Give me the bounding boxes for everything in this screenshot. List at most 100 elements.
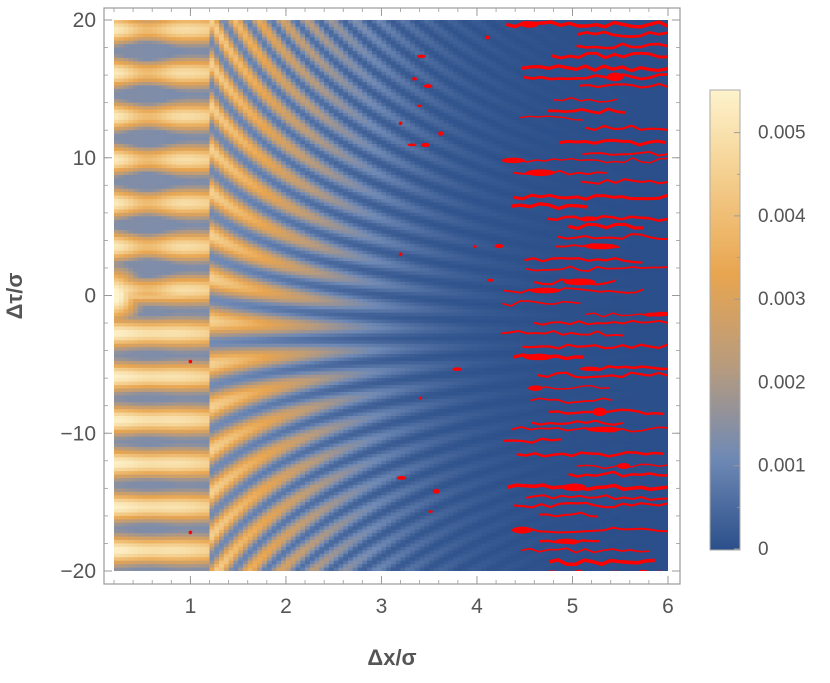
heatmap-cell (186, 147, 191, 151)
heatmap-cell (229, 178, 234, 182)
heatmap-cell (133, 196, 138, 200)
heatmap-cell (114, 92, 119, 96)
heatmap-cell (200, 34, 205, 38)
heatmap-cell (181, 423, 186, 427)
heatmap-cell (224, 192, 229, 196)
heatmap-cell (219, 375, 224, 379)
heatmap-cell (138, 433, 143, 437)
heatmap-cell (143, 402, 148, 406)
heatmap-cell (238, 68, 243, 72)
heatmap-cell (147, 430, 152, 434)
heatmap-cell (152, 296, 157, 300)
heatmap-cell (162, 426, 167, 430)
heatmap-cell (243, 326, 248, 330)
heatmap-cell (167, 178, 172, 182)
heatmap-cell (176, 275, 181, 279)
heatmap-cell (195, 254, 200, 258)
heatmap-cell (214, 89, 219, 93)
heatmap-cell (167, 254, 172, 258)
heatmap-cell (224, 275, 229, 279)
heatmap-cell (195, 399, 200, 403)
heatmap-cell (248, 495, 253, 499)
heatmap-cell (176, 103, 181, 107)
heatmap-cell (195, 278, 200, 282)
heatmap-cell (233, 289, 238, 293)
heatmap-cell (152, 213, 157, 217)
heatmap-cell (124, 123, 129, 127)
heatmap-cell (238, 461, 243, 465)
heatmap-cell (133, 223, 138, 227)
heatmap-cell (171, 72, 176, 76)
heatmap-cell (214, 561, 219, 565)
heatmap-cell (138, 141, 143, 145)
heatmap-cell (171, 237, 176, 241)
heatmap-cell (248, 426, 253, 430)
heatmap-cell (200, 189, 205, 193)
heatmap-cell (229, 426, 234, 430)
heatmap-cell (124, 382, 129, 386)
heatmap-cell (214, 375, 219, 379)
heatmap-cell (157, 413, 162, 417)
heatmap-cell (152, 285, 157, 289)
heatmap-cell (219, 316, 224, 320)
heatmap-cell (248, 154, 253, 158)
heatmap-cell (243, 368, 248, 372)
heatmap-cell (138, 154, 143, 158)
heatmap-cell (190, 444, 195, 448)
heatmap-cell (138, 413, 143, 417)
heatmap-cell (162, 533, 167, 537)
heatmap-cell (214, 444, 219, 448)
heatmap-cell (243, 75, 248, 79)
heatmap-cell (253, 499, 258, 503)
heatmap-cell (138, 72, 143, 76)
heatmap-cell (253, 454, 258, 458)
heatmap-cell (219, 437, 224, 441)
heatmap-cell (195, 196, 200, 200)
heatmap-cell (238, 116, 243, 120)
heatmap-cell (128, 75, 133, 79)
heatmap-cell (133, 495, 138, 499)
heatmap-cell (238, 333, 243, 337)
heatmap-cell (114, 172, 119, 176)
heatmap-cell (119, 292, 124, 296)
heatmap-cell (257, 378, 262, 382)
heatmap-cell (162, 292, 167, 296)
heatmap-cell (176, 333, 181, 337)
heatmap-cell (219, 406, 224, 410)
heatmap-cell (238, 158, 243, 162)
heatmap-cell (257, 230, 262, 234)
heatmap-cell (171, 512, 176, 516)
heatmap-cell (233, 564, 238, 568)
heatmap-cell (257, 547, 262, 551)
heatmap-cell (152, 147, 157, 151)
heatmap-cell (128, 399, 133, 403)
heatmap-cell (200, 65, 205, 69)
heatmap-cell (133, 568, 138, 572)
heatmap-cell (238, 299, 243, 303)
heatmap-cell (181, 492, 186, 496)
heatmap-cell (248, 116, 253, 120)
heatmap-cell (224, 113, 229, 117)
heatmap-cell (200, 437, 205, 441)
heatmap-cell (128, 220, 133, 224)
heatmap-cell (157, 326, 162, 330)
heatmap-cell (210, 30, 215, 34)
heatmap-cell (138, 309, 143, 313)
heatmap-cell (128, 454, 133, 458)
heatmap-cell (219, 547, 224, 551)
heatmap-cell (224, 461, 229, 465)
heatmap-cell (253, 316, 258, 320)
heatmap-cell (253, 337, 258, 341)
heatmap-cell (128, 30, 133, 34)
heatmap-cell (162, 72, 167, 76)
heatmap-cell (162, 137, 167, 141)
heatmap-cell (214, 220, 219, 224)
heatmap-cell (219, 344, 224, 348)
heatmap-cell (205, 402, 210, 406)
heatmap-cell (248, 464, 253, 468)
heatmap-cell (243, 240, 248, 244)
heatmap-cell (219, 450, 224, 454)
heatmap-cell (200, 540, 205, 544)
heatmap-cell (200, 530, 205, 534)
heatmap-cell (133, 506, 138, 510)
